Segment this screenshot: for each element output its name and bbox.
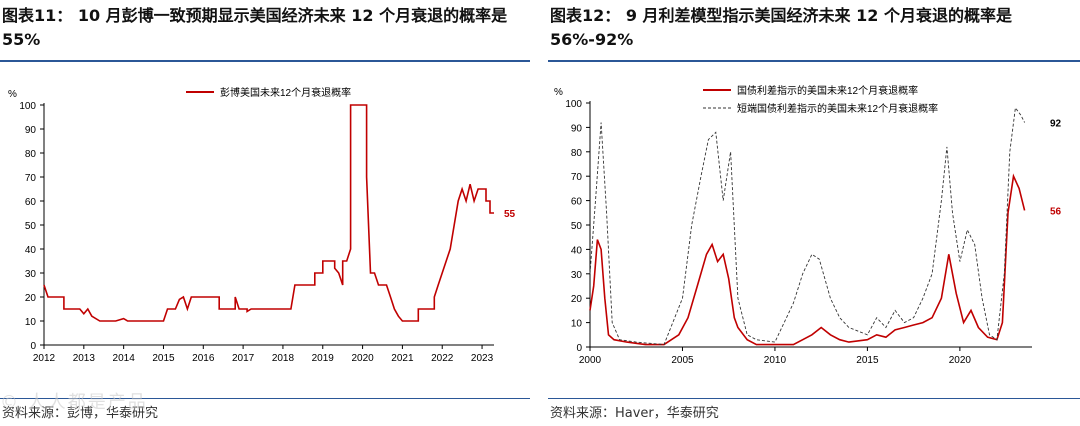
- right-chart-title: 图表12： 9 月利差模型指示美国经济未来 12 个月衰退的概率是 56%-92…: [550, 6, 1012, 49]
- right-y-tick-label: 100: [565, 99, 582, 110]
- left-x-tick-label: 2016: [192, 353, 215, 364]
- left-source-note: 资料来源：彭博，华泰研究: [2, 406, 159, 421]
- left-series-line-1: [43, 104, 494, 322]
- right-y-tick-label: 60: [571, 197, 583, 208]
- right-y-tick-label: 50: [571, 221, 583, 232]
- left-chart-panel: 图表11： 10 月彭博一致预期显示美国经济未来 12 个月衰退的概率是 55%…: [0, 0, 530, 426]
- right-x-tick-label: 2020: [949, 355, 972, 364]
- left-x-tick-label: 2012: [33, 353, 56, 364]
- left-x-tick-label: 2014: [113, 353, 136, 364]
- right-end-value-label-1: 92: [1050, 119, 1062, 130]
- left-x-tick-label: 2013: [73, 353, 96, 364]
- right-y-tick-label: 10: [571, 319, 583, 330]
- left-end-value-label: 55: [504, 209, 516, 220]
- right-y-tick-label: 0: [576, 343, 582, 354]
- right-end-value-label-2: 56: [1050, 206, 1062, 217]
- left-top-rule: [0, 60, 530, 62]
- right-y-tick-label: 80: [571, 148, 583, 159]
- left-y-tick-label: 90: [25, 125, 37, 136]
- right-source-note: 资料来源：Haver，华泰研究: [550, 406, 719, 421]
- right-top-rule: [548, 60, 1080, 62]
- right-x-tick-label: 2010: [764, 355, 787, 364]
- left-x-tick-label: 2023: [471, 353, 494, 364]
- left-x-tick-label: 2020: [351, 353, 374, 364]
- right-y-tick-label: 30: [571, 270, 583, 281]
- right-y-tick-label: 40: [571, 245, 583, 256]
- right-y-tick-label: 20: [571, 294, 583, 305]
- left-x-tick-label: 2018: [272, 353, 295, 364]
- left-y-tick-label: 100: [19, 101, 36, 112]
- right-x-tick-label: 2015: [856, 355, 879, 364]
- left-legend-label-1: 彭博美国未来12个月衰退概率: [220, 86, 351, 99]
- left-x-tick-label: 2019: [312, 353, 335, 364]
- right-legend-label-1: 国债利差指示的美国未来12个月衰退概率: [737, 84, 918, 97]
- left-y-tick-label: 70: [25, 173, 37, 184]
- right-chart: % 0 10 20 30 40 50 60 70 80 90 100 2000 2005 2010 2015 2…: [554, 84, 1062, 364]
- right-unit-label: %: [554, 87, 563, 98]
- right-chart-panel: 图表12： 9 月利差模型指示美国经济未来 12 个月衰退的概率是 56%-92…: [548, 0, 1080, 426]
- right-bottom-rule: [548, 398, 1080, 399]
- left-x-tick-label: 2017: [232, 353, 255, 364]
- right-legend-label-2: 短端国债利差指示的美国未来12个月衰退概率: [737, 102, 938, 115]
- left-x-tick-label: 2021: [391, 353, 414, 364]
- right-y-tick-label: 70: [571, 172, 583, 183]
- left-y-tick-label: 10: [25, 317, 37, 328]
- left-bottom-rule: [0, 398, 530, 399]
- right-y-tick-label: 90: [571, 123, 583, 134]
- left-y-tick-label: 50: [25, 221, 37, 232]
- left-y-tick-label: 20: [25, 293, 37, 304]
- right-series-line-1: [589, 173, 1026, 346]
- right-series-line-2: [589, 106, 1026, 346]
- left-y-tick-label: 80: [25, 149, 37, 160]
- left-unit-label: %: [8, 89, 17, 100]
- left-y-tick-label: 0: [30, 341, 36, 352]
- watermark-logo: © 人人都是产品: [0, 392, 148, 413]
- left-chart-title: 图表11： 10 月彭博一致预期显示美国经济未来 12 个月衰退的概率是 55%: [2, 6, 508, 49]
- right-x-tick-label: 2000: [579, 355, 602, 364]
- left-y-tick-label: 40: [25, 245, 37, 256]
- left-chart: % 0 10 20 30 40 50 60 70 80 90 100 2012 2013 2014 2015 2…: [8, 86, 516, 364]
- left-y-tick-label: 30: [25, 269, 37, 280]
- right-x-tick-label: 2005: [671, 355, 694, 364]
- left-x-tick-label: 2015: [152, 353, 175, 364]
- left-x-tick-label: 2022: [431, 353, 454, 364]
- left-y-tick-label: 60: [25, 197, 37, 208]
